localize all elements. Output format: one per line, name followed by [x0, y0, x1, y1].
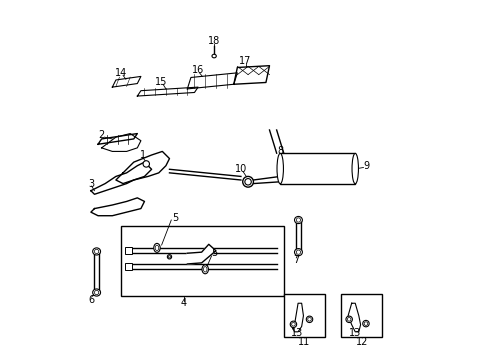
Ellipse shape — [153, 243, 160, 252]
Polygon shape — [187, 244, 216, 264]
Polygon shape — [233, 66, 269, 84]
Ellipse shape — [242, 176, 253, 187]
Bar — [121, 226, 283, 296]
Polygon shape — [112, 76, 141, 87]
Polygon shape — [116, 152, 169, 184]
Text: 7: 7 — [293, 255, 299, 265]
Ellipse shape — [305, 316, 312, 323]
Bar — [340, 294, 381, 337]
Ellipse shape — [167, 255, 171, 259]
Polygon shape — [137, 87, 198, 96]
Text: 14: 14 — [115, 68, 127, 78]
Ellipse shape — [212, 54, 216, 58]
Ellipse shape — [202, 265, 208, 274]
Text: 4: 4 — [181, 298, 186, 308]
Text: 5: 5 — [211, 248, 217, 258]
Ellipse shape — [244, 179, 251, 185]
Ellipse shape — [351, 153, 358, 184]
Ellipse shape — [364, 322, 367, 325]
Ellipse shape — [291, 323, 295, 326]
Polygon shape — [187, 73, 237, 89]
Bar — [283, 294, 324, 337]
Ellipse shape — [143, 161, 149, 167]
Text: 12: 12 — [355, 337, 367, 347]
Text: 18: 18 — [207, 36, 220, 46]
Ellipse shape — [155, 245, 159, 251]
Ellipse shape — [94, 291, 99, 295]
Ellipse shape — [168, 256, 170, 258]
Text: 17: 17 — [239, 57, 251, 66]
Text: 1: 1 — [140, 150, 145, 160]
Polygon shape — [91, 198, 144, 216]
Ellipse shape — [276, 153, 283, 184]
Ellipse shape — [290, 321, 296, 328]
Ellipse shape — [294, 249, 302, 256]
Ellipse shape — [362, 320, 368, 327]
Text: 15: 15 — [155, 77, 167, 87]
Ellipse shape — [94, 249, 99, 253]
Ellipse shape — [296, 250, 300, 254]
Text: 16: 16 — [192, 65, 204, 75]
Bar — [124, 247, 132, 254]
Text: 3: 3 — [88, 179, 95, 189]
Bar — [124, 263, 132, 270]
Ellipse shape — [93, 289, 101, 296]
Ellipse shape — [307, 318, 311, 321]
Text: 6: 6 — [88, 295, 95, 305]
Ellipse shape — [345, 316, 352, 323]
Ellipse shape — [346, 318, 350, 321]
Polygon shape — [91, 162, 151, 194]
Bar — [280, 153, 354, 184]
Ellipse shape — [296, 218, 300, 222]
Ellipse shape — [93, 248, 101, 255]
Polygon shape — [347, 303, 360, 332]
Polygon shape — [98, 134, 137, 144]
Ellipse shape — [294, 216, 302, 224]
Ellipse shape — [203, 267, 206, 272]
Polygon shape — [102, 134, 141, 152]
Polygon shape — [290, 303, 303, 332]
Text: 13: 13 — [291, 328, 303, 338]
Text: 13: 13 — [348, 328, 361, 338]
Text: 9: 9 — [362, 161, 368, 171]
Text: 11: 11 — [298, 337, 310, 347]
Text: 8: 8 — [277, 147, 283, 157]
Text: 10: 10 — [234, 164, 246, 174]
Text: 2: 2 — [98, 130, 104, 140]
Text: 5: 5 — [171, 212, 178, 222]
